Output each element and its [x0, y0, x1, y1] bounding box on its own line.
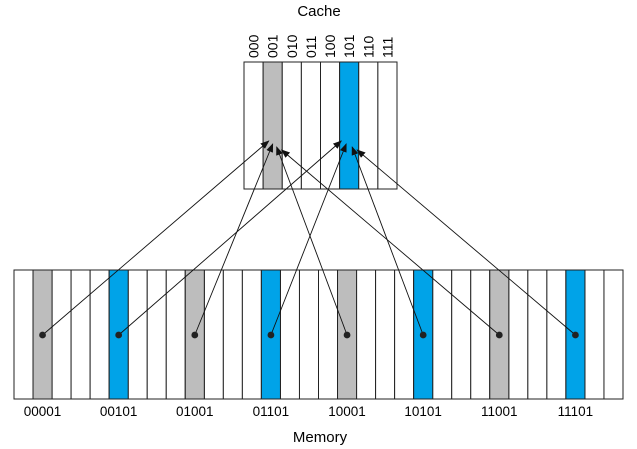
cache-line-011: [300, 61, 321, 190]
cache-line-100: [320, 61, 341, 190]
memory-cell: [241, 269, 262, 400]
memory-cell: [527, 269, 548, 400]
memory-cell: [375, 269, 396, 400]
cache-line-110: [358, 61, 379, 190]
mapping-arrow: [118, 140, 342, 336]
cache-line-label: 011: [303, 35, 319, 58]
memory-block-label: 11001: [481, 404, 518, 419]
memory-block-label: 01001: [176, 404, 214, 419]
memory-cell: [298, 269, 319, 400]
memory-block-label: 00101: [100, 404, 138, 419]
memory-cell: [584, 269, 605, 400]
mapping-arrow: [42, 140, 270, 336]
cache-line-label: 111: [379, 37, 395, 58]
memory-cell: [89, 269, 110, 400]
cache-line-label: 110: [360, 35, 376, 58]
memory-cell: [51, 269, 72, 400]
memory-cell: [146, 269, 167, 400]
memory-cell: [394, 269, 415, 400]
memory-title: Memory: [293, 429, 348, 446]
memory-block-label: 00001: [24, 404, 62, 419]
cache-line-label: 100: [322, 34, 338, 58]
memory-block-label: 10001: [328, 404, 366, 419]
memory-cell: [279, 269, 300, 400]
cache-line-label: 101: [341, 34, 357, 58]
memory-cell: [451, 269, 472, 400]
cache-line-000: [243, 61, 264, 190]
mapping-arrows: [39, 140, 579, 339]
memory-cell: [165, 269, 186, 400]
cache-title: Cache: [297, 3, 340, 20]
cache-line-labels: 000 001 010 011 100 101 110 111: [246, 34, 396, 58]
cache-box: [243, 61, 398, 190]
memory-cell: [508, 269, 529, 400]
memory-block-dot: [572, 331, 579, 339]
memory-box: [13, 269, 624, 400]
memory-cell: [432, 269, 453, 400]
cache-line-label: 001: [265, 34, 281, 58]
memory-block-labels: 00001 00101 01001 01101 10001 10101 11001 11101: [24, 404, 593, 419]
cache-line-label: 010: [284, 34, 300, 58]
memory-block-dot: [115, 331, 123, 339]
memory-cell: [546, 269, 567, 400]
memory-block-dot: [343, 331, 351, 339]
memory-cell: [222, 269, 243, 400]
cache-line-001: [262, 61, 283, 190]
memory-block-dot: [495, 331, 503, 339]
memory-block-dot: [191, 331, 199, 339]
memory-block-label: 10101: [404, 404, 442, 419]
mapping-arrow: [280, 149, 500, 336]
memory-block-label: 01101: [253, 404, 290, 419]
memory-cell: [13, 269, 34, 400]
mapping-arrow: [276, 146, 348, 336]
mapping-arrow: [356, 149, 576, 336]
memory-cell: [318, 269, 339, 400]
memory-block-dot: [419, 331, 427, 339]
cache-line-101: [339, 61, 360, 190]
mapping-arrow: [351, 146, 424, 336]
cache-line-label: 000: [246, 34, 262, 58]
mapping-arrow: [270, 143, 347, 336]
memory-cell: [70, 269, 91, 400]
memory-block-label: 11101: [558, 404, 594, 419]
memory-cell: [356, 269, 377, 400]
cache-line-111: [377, 61, 398, 190]
mapping-arrow: [194, 143, 274, 336]
memory-cell: [603, 269, 624, 400]
memory-cell: [127, 269, 148, 400]
memory-cell: [470, 269, 491, 400]
memory-block-dot: [39, 331, 46, 339]
memory-block-dot: [267, 331, 275, 339]
